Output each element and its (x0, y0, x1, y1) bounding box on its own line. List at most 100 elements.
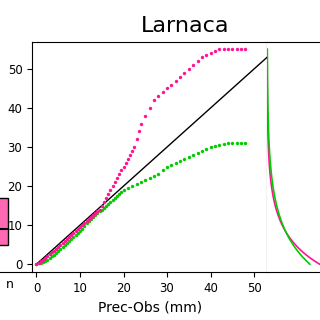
Point (138, 121, 143, 126)
Point (147, 176, 152, 181)
Text: Larnaca: Larnaca (141, 16, 230, 36)
Point (221, 141, 226, 146)
Point (49, 250, 54, 255)
Point (93, 213, 98, 218)
Point (62, 238, 67, 243)
Point (38, 259, 44, 264)
Point (127, 152, 132, 157)
Point (69, 236, 74, 241)
Point (195, 150, 200, 156)
Point (238, 140, 244, 146)
Point (34, 262, 39, 267)
Point (125, 186, 131, 191)
Point (108, 188, 113, 193)
Point (164, 164, 170, 169)
Point (60, 240, 65, 245)
Point (45, 257, 50, 262)
Point (151, 174, 156, 179)
Point (116, 172, 122, 177)
Point (71, 234, 76, 239)
Point (234, 140, 239, 146)
Point (101, 205, 107, 210)
Point (160, 90, 165, 95)
Point (115, 176, 120, 181)
Point (40, 259, 45, 264)
Point (38, 260, 44, 265)
Point (156, 172, 161, 177)
Point (67, 234, 72, 239)
Point (95, 209, 100, 214)
Point (104, 195, 109, 200)
Point (121, 188, 126, 193)
Point (88, 215, 93, 220)
Point (77, 228, 83, 234)
Point (108, 199, 113, 204)
Point (147, 105, 152, 110)
Point (151, 98, 156, 103)
Point (138, 180, 143, 185)
Point (112, 195, 117, 200)
Point (243, 140, 248, 146)
Point (75, 227, 80, 232)
Point (169, 82, 174, 87)
Point (49, 254, 54, 259)
Point (73, 232, 78, 237)
Point (95, 211, 100, 216)
Point (43, 258, 48, 263)
Point (221, 47, 226, 52)
X-axis label: Prec-Obs (mm): Prec-Obs (mm) (98, 300, 202, 314)
Point (62, 242, 67, 247)
Point (60, 244, 65, 249)
Point (130, 148, 135, 154)
Point (77, 225, 83, 230)
Point (204, 147, 209, 152)
Point (106, 191, 111, 196)
Point (130, 184, 135, 189)
Point (53, 246, 59, 251)
Point (112, 180, 117, 185)
Point (110, 197, 115, 202)
Point (191, 152, 196, 157)
Point (225, 47, 230, 52)
Point (208, 144, 213, 149)
Point (134, 137, 139, 142)
Point (212, 49, 218, 54)
Point (34, 262, 39, 267)
Point (208, 51, 213, 56)
Point (56, 248, 61, 253)
Point (58, 242, 63, 247)
Point (173, 78, 178, 83)
Point (84, 220, 89, 226)
Point (91, 213, 96, 218)
Y-axis label: Prec-Mod (mm): Prec-Mod (mm) (0, 104, 2, 210)
Point (212, 143, 218, 148)
Bar (0, 198, 8, 245)
Point (97, 207, 102, 212)
Point (204, 53, 209, 58)
Point (238, 47, 244, 52)
Point (93, 211, 98, 216)
Point (56, 244, 61, 249)
Point (47, 252, 52, 257)
Point (169, 162, 174, 167)
Point (58, 246, 63, 251)
Point (125, 156, 131, 161)
Point (45, 254, 50, 259)
Point (143, 178, 148, 183)
Point (40, 258, 45, 263)
Point (156, 94, 161, 99)
Point (195, 59, 200, 64)
Point (43, 256, 48, 261)
Point (225, 140, 230, 146)
Point (186, 66, 191, 71)
Point (199, 148, 204, 154)
Point (182, 70, 187, 76)
Point (178, 158, 183, 163)
Point (36, 260, 41, 266)
Point (86, 219, 91, 224)
Point (110, 184, 115, 189)
Point (178, 74, 183, 79)
Point (217, 47, 222, 52)
Point (182, 156, 187, 161)
Point (71, 230, 76, 236)
